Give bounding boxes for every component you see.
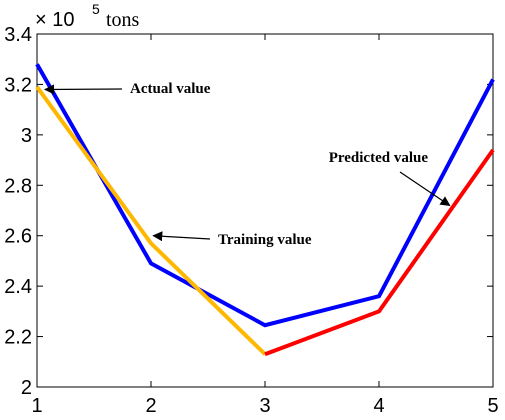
- series-line-actual: [35, 63, 495, 328]
- annotation-label-predicted: Predicted value: [329, 150, 429, 166]
- series-line-predicted: [264, 148, 495, 357]
- y-tick-label: 2: [21, 377, 32, 399]
- annotation-arrow-training: [152, 231, 211, 242]
- y-multiplier-unit: tons: [106, 9, 140, 31]
- axis-ticks: 1 2 3 4 522.22.42.62.833.23.4: [4, 24, 498, 417]
- annotation-label-actual: Actual value: [130, 81, 211, 97]
- plot-area: [36, 33, 494, 388]
- x-tick-label: 1: [31, 395, 42, 417]
- y-tick-label: 2.6: [4, 226, 32, 248]
- y-tick-label: 3.4: [4, 24, 32, 46]
- annotation-arrow-predicted: [399, 171, 451, 207]
- annotation-label-training: Training value: [218, 232, 312, 248]
- y-tick-label: 3.2: [4, 74, 32, 96]
- y-multiplier-label: × 10 5 tons: [35, 1, 140, 31]
- x-tick-label: 4: [373, 395, 384, 417]
- y-tick-label: 2.8: [4, 175, 32, 197]
- x-tick-label: 5: [487, 395, 498, 417]
- y-tick-label: 2.2: [4, 327, 32, 349]
- y-tick-label: 2.4: [4, 276, 32, 298]
- y-multiplier-exponent: 5: [92, 1, 100, 17]
- annotation-layer: Actual value Training value Predicted valu…: [43, 81, 451, 248]
- y-multiplier-base: × 10: [35, 9, 74, 31]
- x-tick-label: 2: [145, 395, 156, 417]
- series-line-training: [35, 85, 267, 356]
- y-tick-label: 3: [21, 125, 32, 147]
- series-layer: [35, 63, 495, 357]
- x-tick-label: 3: [259, 395, 270, 417]
